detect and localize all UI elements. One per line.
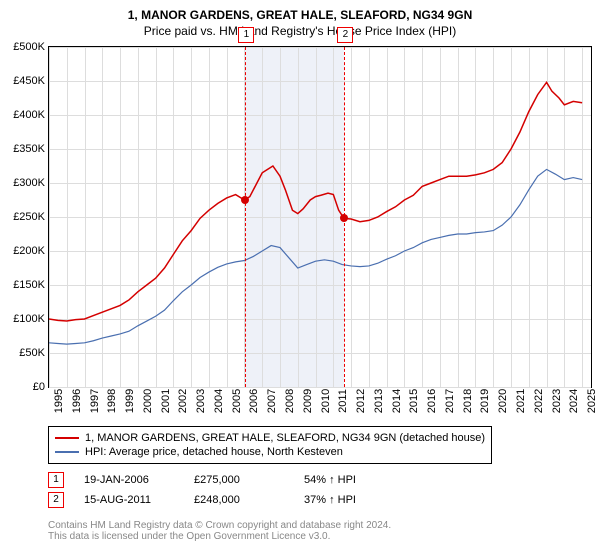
- footer-line: This data is licensed under the Open Gov…: [48, 531, 391, 542]
- line-canvas: [49, 47, 591, 387]
- legend-row: 1, MANOR GARDENS, GREAT HALE, SLEAFORD, …: [55, 431, 485, 445]
- y-axis-label: £450K: [1, 75, 49, 87]
- series-subject: [49, 82, 582, 321]
- transaction-date: 19-JAN-2006: [84, 474, 174, 486]
- transaction-date: 15-AUG-2011: [84, 494, 174, 506]
- transaction-price: £275,000: [194, 474, 284, 486]
- marker-dot: [340, 214, 348, 222]
- legend-swatch: [55, 437, 79, 439]
- marker-label: 2: [337, 27, 353, 43]
- x-axis-label: 1995: [49, 389, 65, 413]
- y-axis-label: £150K: [1, 279, 49, 291]
- x-axis-label: 2002: [173, 389, 189, 413]
- y-axis-label: £50K: [1, 347, 49, 359]
- y-axis-label: £200K: [1, 245, 49, 257]
- footer-text: Contains HM Land Registry data © Crown c…: [48, 520, 391, 542]
- x-axis-label: 2001: [156, 389, 172, 413]
- footer-line: Contains HM Land Registry data © Crown c…: [48, 520, 391, 531]
- x-axis-label: 2015: [404, 389, 420, 413]
- x-axis-label: 2013: [369, 389, 385, 413]
- x-axis-label: 2014: [387, 389, 403, 413]
- x-axis-label: 1996: [67, 389, 83, 413]
- x-axis-label: 2003: [191, 389, 207, 413]
- transaction-pct: 37% ↑ HPI: [304, 494, 394, 506]
- x-axis-label: 2016: [422, 389, 438, 413]
- legend: 1, MANOR GARDENS, GREAT HALE, SLEAFORD, …: [48, 426, 492, 464]
- transaction-marker: 1: [48, 472, 64, 488]
- x-axis-label: 2007: [262, 389, 278, 413]
- chart-container: 1, MANOR GARDENS, GREAT HALE, SLEAFORD, …: [0, 0, 600, 560]
- marker-label: 1: [238, 27, 254, 43]
- y-axis-label: £250K: [1, 211, 49, 223]
- transaction-row: 1 19-JAN-2006 £275,000 54% ↑ HPI: [48, 470, 600, 490]
- marker-dot: [241, 196, 249, 204]
- y-axis-label: £500K: [1, 41, 49, 53]
- y-axis-label: £0: [1, 381, 49, 393]
- x-axis-label: 2010: [316, 389, 332, 413]
- transaction-marker: 2: [48, 492, 64, 508]
- y-axis-label: £350K: [1, 143, 49, 155]
- x-axis-label: 2021: [511, 389, 527, 413]
- x-axis-label: 2006: [244, 389, 260, 413]
- x-axis-label: 2017: [440, 389, 456, 413]
- x-axis-label: 1998: [102, 389, 118, 413]
- x-axis-label: 1999: [120, 389, 136, 413]
- legend-label: 1, MANOR GARDENS, GREAT HALE, SLEAFORD, …: [85, 432, 485, 444]
- x-axis-label: 2018: [458, 389, 474, 413]
- x-axis-label: 2012: [351, 389, 367, 413]
- x-axis-label: 2025: [582, 389, 598, 413]
- y-axis-label: £400K: [1, 109, 49, 121]
- transaction-price: £248,000: [194, 494, 284, 506]
- plot-area: £0£50K£100K£150K£200K£250K£300K£350K£400…: [48, 46, 592, 388]
- x-axis-label: 2019: [475, 389, 491, 413]
- y-axis-label: £100K: [1, 313, 49, 325]
- legend-label: HPI: Average price, detached house, Nort…: [85, 446, 343, 458]
- legend-row: HPI: Average price, detached house, Nort…: [55, 445, 485, 459]
- marker-line: [245, 47, 246, 387]
- legend-swatch: [55, 451, 79, 453]
- subtitle: Price paid vs. HM Land Registry's House …: [0, 22, 600, 38]
- transaction-pct: 54% ↑ HPI: [304, 474, 394, 486]
- x-axis-label: 2020: [493, 389, 509, 413]
- transactions-table: 1 19-JAN-2006 £275,000 54% ↑ HPI 2 15-AUG-201…: [48, 470, 600, 510]
- x-axis-label: 2022: [529, 389, 545, 413]
- x-axis-label: 2000: [138, 389, 154, 413]
- x-axis-label: 2009: [298, 389, 314, 413]
- title: 1, MANOR GARDENS, GREAT HALE, SLEAFORD, …: [0, 0, 600, 22]
- x-axis-label: 1997: [85, 389, 101, 413]
- x-axis-label: 2004: [209, 389, 225, 413]
- transaction-row: 2 15-AUG-2011 £248,000 37% ↑ HPI: [48, 490, 600, 510]
- x-axis-label: 2005: [227, 389, 243, 413]
- x-axis-label: 2011: [333, 389, 349, 413]
- series-hpi: [49, 169, 582, 344]
- y-axis-label: £300K: [1, 177, 49, 189]
- x-axis-label: 2023: [547, 389, 563, 413]
- x-axis-label: 2008: [280, 389, 296, 413]
- x-axis-label: 2024: [564, 389, 580, 413]
